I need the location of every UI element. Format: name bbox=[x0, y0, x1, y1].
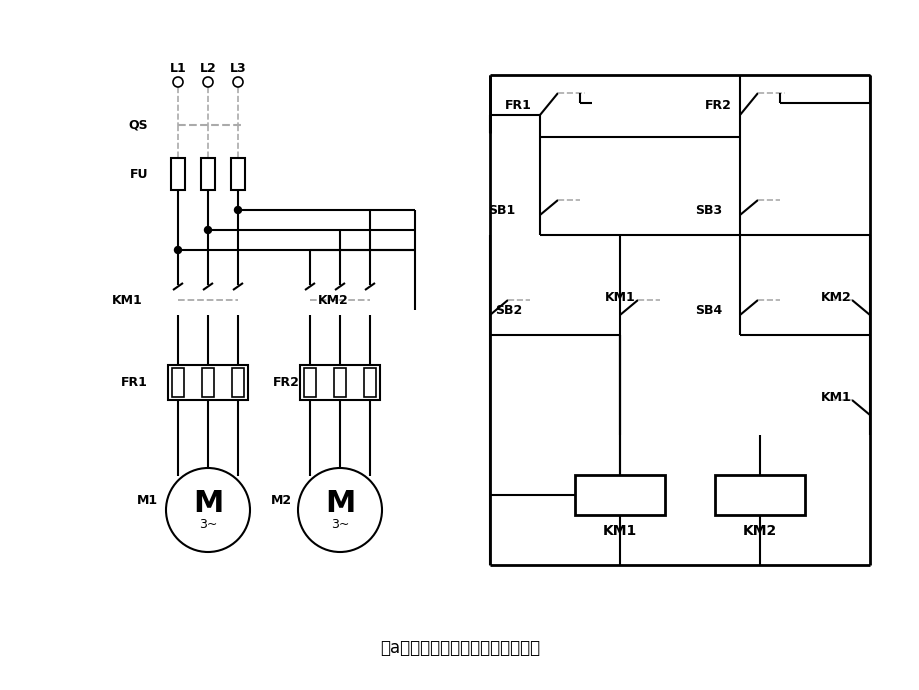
Circle shape bbox=[204, 226, 211, 233]
Text: 3~: 3~ bbox=[199, 518, 217, 531]
Bar bbox=[202, 368, 214, 397]
Text: SB3: SB3 bbox=[694, 204, 721, 217]
Text: QS: QS bbox=[129, 119, 148, 132]
Bar bbox=[171, 158, 185, 190]
Text: KM1: KM1 bbox=[112, 293, 142, 306]
Circle shape bbox=[233, 77, 243, 87]
Bar bbox=[574, 475, 664, 515]
Bar bbox=[303, 368, 315, 397]
Text: FR1: FR1 bbox=[121, 376, 148, 389]
Bar bbox=[300, 365, 380, 400]
Text: M: M bbox=[193, 489, 223, 518]
Text: FR2: FR2 bbox=[273, 376, 300, 389]
Bar bbox=[168, 365, 248, 400]
Bar bbox=[232, 368, 244, 397]
Text: FR1: FR1 bbox=[505, 99, 531, 112]
Text: M1: M1 bbox=[137, 493, 158, 506]
Text: L2: L2 bbox=[199, 61, 216, 75]
Text: （a）电动机按顺序工作的控制线路: （a）电动机按顺序工作的控制线路 bbox=[380, 639, 539, 657]
Bar bbox=[231, 158, 244, 190]
Circle shape bbox=[173, 77, 183, 87]
Text: L1: L1 bbox=[169, 61, 187, 75]
Text: KM1: KM1 bbox=[604, 290, 635, 304]
Circle shape bbox=[203, 77, 213, 87]
Bar bbox=[172, 368, 184, 397]
Bar bbox=[364, 368, 376, 397]
Bar bbox=[200, 158, 215, 190]
Text: KM1: KM1 bbox=[602, 524, 637, 538]
Circle shape bbox=[175, 246, 181, 253]
Text: SB2: SB2 bbox=[494, 304, 522, 317]
Text: L3: L3 bbox=[230, 61, 246, 75]
Text: KM2: KM2 bbox=[742, 524, 777, 538]
Text: FR2: FR2 bbox=[704, 99, 732, 112]
Text: 3~: 3~ bbox=[331, 518, 349, 531]
Circle shape bbox=[234, 206, 241, 213]
Text: M: M bbox=[324, 489, 355, 518]
Circle shape bbox=[298, 468, 381, 552]
Text: FU: FU bbox=[130, 168, 148, 181]
Text: KM1: KM1 bbox=[821, 391, 851, 404]
Bar bbox=[714, 475, 804, 515]
Text: KM2: KM2 bbox=[821, 290, 851, 304]
Text: SB4: SB4 bbox=[694, 304, 721, 317]
Text: SB1: SB1 bbox=[487, 204, 515, 217]
Circle shape bbox=[165, 468, 250, 552]
Text: M2: M2 bbox=[270, 493, 291, 506]
Bar bbox=[334, 368, 346, 397]
Text: KM2: KM2 bbox=[318, 293, 348, 306]
